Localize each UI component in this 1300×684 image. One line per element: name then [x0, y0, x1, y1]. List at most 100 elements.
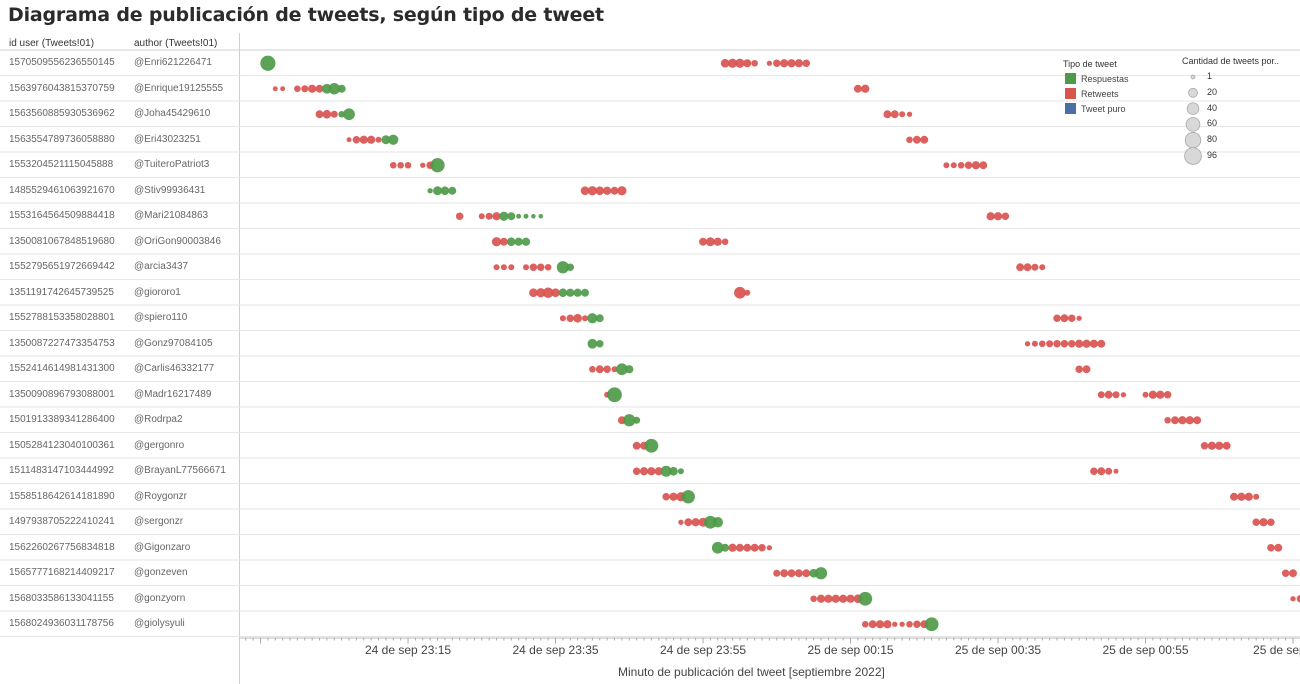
point-retweet	[632, 441, 641, 450]
point-retweet	[582, 315, 589, 322]
row-id-label: 1350081067848519680	[9, 235, 115, 247]
point-retweet	[1090, 467, 1098, 475]
point-retweet	[1222, 441, 1231, 450]
legend-size-circle	[1186, 102, 1200, 115]
point-respuesta	[573, 288, 582, 297]
point-retweet	[883, 620, 892, 629]
point-retweet	[654, 467, 663, 476]
point-retweet	[1156, 390, 1165, 399]
point-retweet	[1253, 493, 1260, 500]
row-id-label: 1552414614981431300	[9, 363, 115, 374]
row-author-label: @Joha45429610	[134, 108, 211, 119]
row-author-label: @Madr16217489	[134, 388, 212, 400]
point-retweet	[964, 161, 973, 169]
legend-type-item: Respuestas	[1065, 73, 1129, 84]
row-id-label: 1553204521115045888	[9, 159, 114, 170]
page-title: Diagrama de publicación de tweets, según…	[8, 4, 604, 26]
point-retweet	[1267, 544, 1275, 552]
point-retweet	[913, 620, 921, 628]
point-respuesta	[669, 466, 678, 476]
row-author-label: @giolysyuli	[134, 618, 185, 629]
point-respuesta	[681, 490, 695, 504]
row-author-label: @gonzyorn	[134, 592, 186, 604]
row-author-label: @spiero110	[134, 312, 188, 323]
row-author-label: @giororo1	[134, 286, 181, 298]
point-retweet	[1230, 492, 1238, 501]
point-respuesta	[499, 211, 509, 221]
point-retweet	[780, 59, 789, 68]
point-retweet	[1113, 468, 1119, 474]
point-retweet	[713, 237, 722, 246]
point-respuesta	[712, 517, 723, 528]
point-retweet	[678, 519, 684, 525]
point-retweet	[802, 569, 811, 578]
point-retweet	[500, 264, 507, 271]
point-retweet	[491, 237, 502, 247]
point-respuesta	[338, 110, 345, 118]
point-retweet	[537, 263, 545, 271]
point-retweet	[846, 594, 855, 603]
row-author-label: @gergonro	[134, 439, 185, 451]
legend-size-label: 60	[1207, 118, 1218, 129]
point-retweet	[315, 110, 324, 119]
point-retweet	[773, 569, 781, 577]
point-retweet	[1171, 416, 1179, 425]
point-retweet	[308, 84, 317, 93]
point-retweet	[595, 365, 604, 374]
row-author-label: @arcia3437	[134, 261, 189, 272]
point-retweet	[758, 544, 766, 552]
point-retweet	[766, 60, 773, 66]
point-retweet	[794, 569, 803, 578]
row-author-label: @Eri43023251	[134, 133, 201, 145]
point-retweet	[1068, 340, 1076, 348]
point-retweet	[883, 110, 892, 119]
point-retweet	[787, 59, 796, 68]
point-retweet	[766, 545, 773, 551]
point-retweet	[1164, 416, 1171, 424]
point-retweet	[367, 135, 376, 144]
legend-size-label: 96	[1207, 150, 1218, 160]
point-retweet	[1075, 365, 1083, 373]
point-retweet	[1207, 441, 1217, 450]
point-retweet	[523, 264, 530, 271]
point-retweet	[899, 111, 906, 118]
point-retweet	[979, 161, 988, 170]
x-tick-label: 24 de sep 23:15	[364, 643, 452, 657]
legend-size-circle	[1190, 74, 1196, 80]
x-tick-label: 25 de sep 00:35	[954, 643, 1042, 657]
point-respuesta	[328, 83, 341, 95]
point-retweet	[861, 620, 869, 628]
row-id-label: 1501913389341286400	[9, 414, 115, 425]
point-respuesta	[448, 186, 457, 195]
point-respuesta	[506, 237, 516, 247]
point-retweet	[743, 543, 752, 552]
point-respuesta	[704, 515, 717, 529]
point-respuesta	[523, 213, 529, 219]
point-retweet	[669, 492, 678, 501]
legend-swatch	[1065, 88, 1076, 99]
point-retweet	[542, 287, 554, 298]
point-retweet	[684, 518, 693, 527]
point-respuesta	[531, 214, 536, 219]
point-retweet	[536, 288, 546, 298]
point-retweet	[1031, 340, 1038, 347]
point-retweet	[1185, 416, 1194, 425]
point-retweet	[1089, 339, 1099, 348]
point-retweet	[566, 314, 575, 322]
point-respuesta	[514, 237, 523, 246]
point-retweet	[280, 86, 286, 92]
point-respuesta	[430, 158, 445, 173]
point-retweet	[1148, 390, 1158, 399]
point-retweet	[1244, 492, 1253, 501]
point-retweet	[1053, 340, 1061, 348]
row-author-label: @sergonzr	[134, 516, 184, 527]
point-retweet	[1267, 518, 1275, 526]
point-retweet	[1001, 212, 1010, 220]
row-author-label: @Enrique19125555	[134, 82, 224, 94]
row-id-label: 1570509556236550145	[9, 57, 115, 68]
legend-type-label: Tweet puro	[1081, 103, 1126, 114]
point-retweet	[1075, 339, 1084, 348]
point-retweet	[810, 595, 817, 603]
point-retweet	[632, 467, 641, 475]
point-retweet	[1296, 595, 1300, 603]
